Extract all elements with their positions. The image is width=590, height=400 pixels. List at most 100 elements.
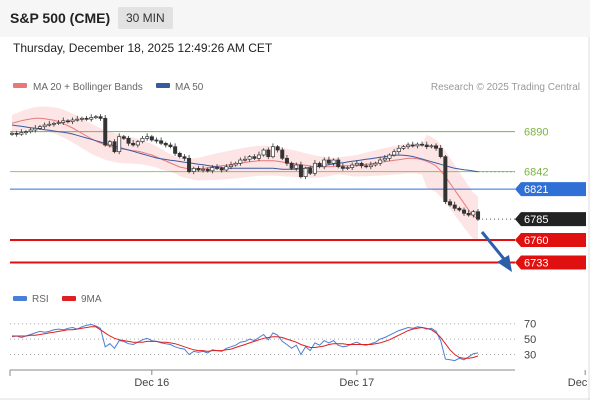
candle	[61, 120, 66, 123]
candle	[429, 145, 434, 148]
candle	[126, 137, 131, 144]
timestamp: Thursday, December 18, 2025 12:49:26 AM …	[13, 41, 273, 55]
candle	[289, 162, 294, 169]
level-label-6890: 6890	[524, 127, 548, 139]
candle	[284, 157, 289, 164]
candle	[243, 158, 248, 161]
candle	[187, 157, 192, 172]
candle	[196, 167, 201, 171]
x-label-Dec-18: Dec 18	[568, 377, 590, 389]
candle	[252, 156, 257, 159]
legend-ma20-label: MA 20 + Bollinger Bands	[33, 82, 143, 93]
legend-9ma-label: 9MA	[81, 294, 102, 305]
candle	[28, 129, 33, 133]
candle	[261, 149, 266, 156]
candle	[89, 117, 94, 120]
candle	[140, 137, 145, 142]
candle	[42, 124, 47, 128]
candle	[462, 209, 467, 214]
candle	[149, 136, 154, 141]
symbol-title: S&P 500 (CME)	[10, 10, 111, 26]
candle	[37, 126, 42, 129]
candle	[98, 116, 103, 119]
candle	[368, 164, 373, 168]
legend-ma20-swatch	[13, 83, 27, 88]
candle	[280, 149, 285, 159]
candle	[322, 159, 327, 168]
candle	[154, 139, 159, 142]
candle	[448, 201, 453, 206]
candle	[215, 167, 220, 169]
x-label-Dec-16: Dec 16	[134, 377, 169, 389]
rsi-level-label-50: 50	[524, 334, 536, 346]
candle	[443, 156, 448, 203]
candle	[201, 168, 206, 171]
candle	[354, 162, 359, 166]
rsi-line	[11, 323, 479, 362]
candle	[238, 159, 243, 164]
candle	[23, 131, 28, 134]
candle	[303, 167, 308, 177]
candle	[438, 147, 443, 157]
ma50-line	[11, 124, 479, 173]
candle	[401, 146, 406, 149]
candle	[163, 142, 168, 146]
candle	[336, 159, 341, 168]
candle	[47, 123, 52, 126]
candle	[210, 167, 215, 172]
candle	[145, 136, 150, 139]
candle	[275, 146, 280, 151]
candle	[33, 127, 38, 131]
candle	[112, 141, 117, 153]
candle	[406, 144, 411, 148]
candle	[103, 117, 108, 146]
candle	[392, 151, 397, 156]
candle	[312, 162, 317, 174]
candle	[159, 140, 164, 144]
level-label-6785: 6785	[524, 214, 548, 226]
level-label-6821: 6821	[524, 184, 548, 196]
candle	[387, 154, 392, 159]
candle	[340, 166, 345, 169]
candle	[182, 156, 187, 159]
candle	[420, 143, 425, 146]
rsi-plot: 70 50 30	[10, 319, 536, 362]
legend-9ma-swatch	[62, 296, 76, 301]
candle	[173, 146, 178, 154]
level-tag-6785	[515, 212, 586, 227]
ma20-line	[11, 117, 479, 220]
level-label-6842: 6842	[524, 167, 548, 179]
candle	[219, 167, 224, 171]
candle	[378, 159, 383, 164]
candle	[471, 211, 476, 216]
candle	[364, 165, 369, 168]
timeframe-badge[interactable]: 30 MIN	[118, 7, 173, 29]
candle	[56, 122, 61, 124]
candle	[75, 118, 80, 121]
candle	[457, 207, 462, 211]
legend-ma50-swatch	[156, 83, 170, 88]
candle	[247, 156, 252, 160]
candle	[135, 141, 140, 146]
candle	[177, 152, 182, 157]
candle	[51, 122, 56, 125]
candle	[373, 162, 378, 166]
candle	[121, 136, 126, 139]
legend-rsi-label: RSI	[32, 294, 49, 305]
candle	[424, 144, 429, 148]
candle	[233, 162, 238, 166]
candle	[19, 132, 24, 135]
candle	[326, 159, 331, 164]
candle	[10, 132, 15, 135]
candle	[308, 167, 313, 174]
candle	[14, 132, 19, 135]
candle	[345, 167, 350, 169]
candle	[256, 154, 261, 159]
candle	[191, 167, 196, 172]
x-axis: Dec 16 Dec 17 Dec 18	[134, 370, 590, 389]
candle	[359, 162, 364, 167]
legend-rsi-swatch	[13, 296, 27, 301]
rsi-9ma-line	[12, 326, 479, 359]
candle	[298, 164, 303, 178]
